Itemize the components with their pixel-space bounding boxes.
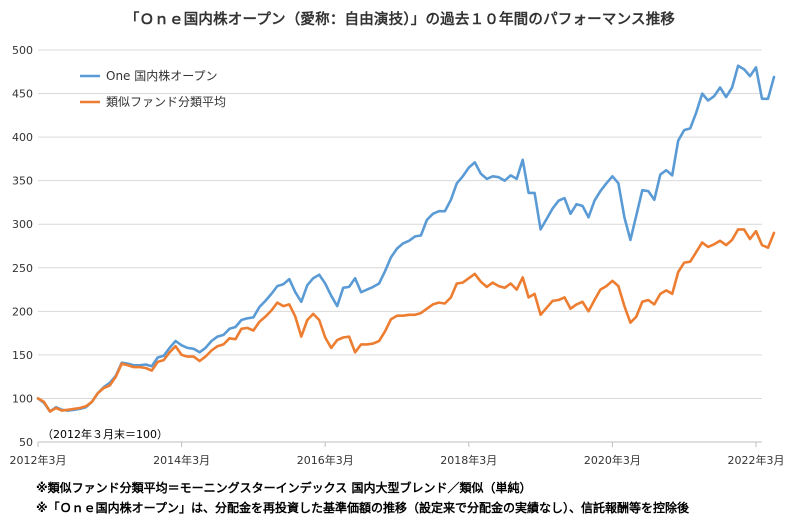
- y-axis-ticks: 50 100 150 200 250 300 350 400 450 500: [12, 44, 33, 449]
- series-line-2: [36, 228, 776, 413]
- y-tick-label: 450: [12, 88, 33, 101]
- legend-label-1: One 国内株オープン: [106, 68, 218, 83]
- chart-title: 「Ｏｎｅ国内株オープン（愛称：自由演技）」の過去１０年間のパフォーマンス推移: [124, 12, 676, 28]
- y-tick-label: 400: [12, 131, 33, 144]
- legend-label-2: 類似ファンド分類平均: [106, 95, 226, 109]
- y-tick-label: 100: [12, 392, 33, 405]
- y-tick-label: 350: [12, 175, 33, 188]
- series-line-1: [36, 64, 776, 413]
- footnotes: ※類似ファンド分類平均＝モーニングスターインデックス 国内大型ブレンド／類似（単…: [36, 478, 689, 518]
- y-tick-label: 200: [12, 305, 33, 318]
- y-tick-label: 300: [12, 218, 33, 231]
- x-tick-label: 2016年3月: [297, 453, 354, 467]
- y-tick-label: 150: [12, 349, 33, 362]
- x-tick-label: 2022年3月: [728, 453, 785, 467]
- x-tick-label: 2012年3月: [10, 453, 67, 467]
- x-tick-label: 2018年3月: [440, 453, 497, 467]
- x-tick-label: 2014年3月: [153, 453, 210, 467]
- gridlines: [38, 49, 762, 443]
- baseline-annotation: （2012年３月末＝100）: [42, 427, 168, 441]
- x-axis: 2012年3月 2014年3月 2016年3月 2018年3月 2020年3月 2022年…: [10, 442, 785, 467]
- x-tick-label: 2020年3月: [584, 453, 641, 467]
- y-tick-label: 500: [12, 44, 33, 57]
- footnote-1: ※類似ファンド分類平均＝モーニングスターインデックス 国内大型ブレンド／類似（単…: [36, 481, 532, 495]
- footnote-2: ※「Ｏｎｅ国内株オープン」は、分配金を再投資した基準価額の推移（設定来で分配金の…: [36, 501, 689, 515]
- y-tick-label: 250: [12, 262, 33, 275]
- series-lines: [36, 64, 776, 413]
- y-tick-label: 50: [19, 436, 33, 449]
